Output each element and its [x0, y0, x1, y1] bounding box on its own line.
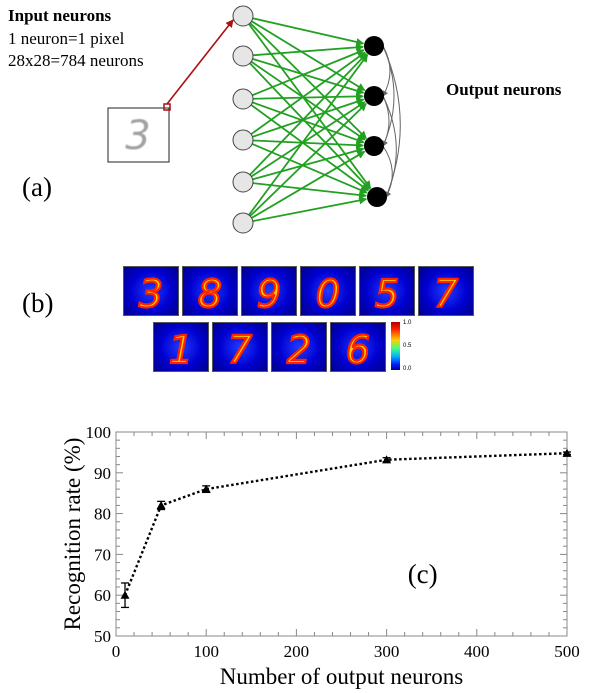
synapse-connection	[250, 51, 366, 135]
weight-map-row2-2: 7	[212, 322, 268, 372]
pixel-to-neuron-arrow	[166, 19, 234, 105]
input-image-frame	[107, 107, 170, 163]
synapse-connection	[249, 62, 371, 190]
x-tick-label: 400	[464, 642, 490, 661]
input-neuron	[232, 88, 254, 110]
connection-layer	[248, 17, 372, 222]
synapse-connection	[252, 139, 365, 150]
lateral-inhibition-arc	[382, 95, 397, 198]
synapse-connection	[252, 97, 365, 138]
input-neuron	[232, 212, 254, 234]
x-tick-label: 100	[193, 642, 219, 661]
input-neuron	[232, 171, 254, 193]
synapse-connection	[250, 101, 366, 178]
weight-map-row1-3: 9	[241, 266, 297, 316]
output-neuron	[364, 36, 384, 56]
y-tick-label: 100	[86, 423, 112, 442]
tick-labels: 0 100 200 300 400 500 50 60 70 80 90 100	[86, 423, 580, 661]
y-tick-label: 70	[94, 545, 111, 564]
weight-map-digit: 5	[375, 272, 399, 315]
weight-map-digit: 8	[198, 272, 222, 315]
x-tick-label: 500	[554, 642, 580, 661]
weight-map-row1-1: 3	[123, 266, 179, 316]
y-axis-label: Recognition rate (%)	[60, 438, 85, 631]
x-axis-label: Number of output neurons	[220, 664, 463, 689]
weight-map-digit: 2	[287, 328, 311, 371]
output-neuron	[367, 187, 387, 207]
lateral-inhibition-layer	[382, 45, 401, 198]
data-markers	[120, 448, 572, 599]
synapse-connection	[251, 49, 365, 97]
weight-map-row1-6: 7	[418, 266, 474, 316]
synapse-connection	[252, 17, 365, 46]
synapse-connection	[249, 102, 367, 217]
output-neuron	[364, 86, 384, 106]
weight-map-digit: 6	[346, 328, 370, 371]
output-neurons-title: Output neurons	[446, 80, 562, 99]
weight-map-row1-2: 8	[182, 266, 238, 316]
colorbar-tick-min: 0.0	[403, 366, 412, 372]
synapse-connection	[251, 20, 366, 92]
synapse-connection	[249, 53, 368, 176]
synapse-connection	[252, 196, 368, 222]
colorbar	[391, 322, 400, 370]
data-point	[562, 448, 572, 457]
weight-map-row2-4: 6	[330, 322, 386, 372]
input-neurons-count-note: 28x28=784 neurons	[8, 51, 144, 70]
y-tick-label: 60	[94, 586, 111, 605]
synapse-connection	[251, 150, 366, 219]
output-neuron	[364, 136, 384, 156]
data-point	[156, 500, 166, 510]
weight-map-digit: 0	[316, 272, 340, 315]
weight-map-digit: 7	[228, 328, 252, 371]
minor-ticks	[115, 431, 568, 637]
synapse-connection	[252, 58, 365, 95]
synapse-connection	[252, 146, 365, 181]
input-neuron	[232, 45, 254, 67]
data-point	[382, 455, 392, 464]
series-line	[123, 452, 568, 596]
data-point	[201, 484, 211, 493]
synapse-connection	[252, 101, 365, 144]
weight-map-digit: 9	[257, 272, 281, 315]
weight-map-row1-4: 0	[300, 266, 356, 316]
plot-frame	[115, 431, 568, 637]
data-point	[120, 590, 130, 599]
y-tick-label: 50	[94, 627, 111, 646]
weight-map-row1-5: 5	[359, 266, 415, 316]
x-tick-label: 0	[112, 642, 121, 661]
input-neuron	[232, 5, 254, 27]
y-tick-label: 90	[94, 464, 111, 483]
panel-a-label: (a)	[22, 172, 52, 202]
input-neurons-title: Input neurons	[8, 6, 112, 25]
input-neurons-pixel-note: 1 neuron=1 pixel	[8, 29, 125, 48]
synapse-connection	[249, 22, 367, 139]
synapse-connection	[252, 92, 365, 101]
y-tick-label: 80	[94, 505, 111, 524]
synapse-connection	[252, 43, 365, 57]
panel-b-label: (b)	[22, 288, 54, 318]
colorbar-tick-max: 1.0	[403, 320, 412, 326]
x-tick-label: 200	[284, 642, 310, 661]
weight-map-row2-1: 1	[153, 322, 209, 372]
weight-map-row2-3: 2	[271, 322, 327, 372]
x-tick-label: 300	[374, 642, 400, 661]
network-diagram: 3	[107, 5, 401, 234]
input-neuron	[232, 129, 254, 151]
colorbar-tick-mid: 0.5	[403, 343, 412, 349]
input-digit-image: 3	[125, 113, 150, 159]
synapse-connection	[248, 54, 369, 216]
weight-map-digit: 1	[169, 328, 193, 371]
neuron-layer	[232, 5, 387, 234]
weight-map-digit: 3	[139, 272, 163, 315]
error-bars	[121, 451, 571, 609]
panel-c-label: (c)	[408, 559, 438, 589]
weight-map-digit: 7	[434, 272, 458, 315]
synapse-connection	[250, 60, 366, 141]
